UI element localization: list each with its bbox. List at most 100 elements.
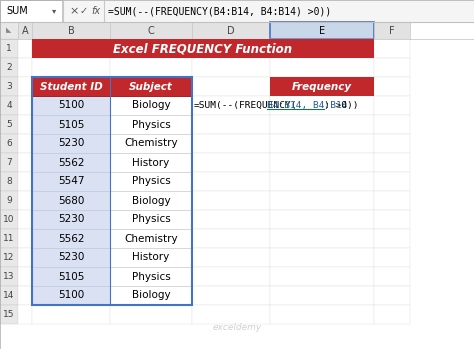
Bar [32,22,110,39]
Bar [192,267,270,286]
Bar [32,248,110,267]
Bar [32,153,110,172]
Bar [32,58,110,77]
Bar [18,153,32,172]
Text: Frequency: Frequency [292,82,352,91]
Bar [270,22,374,39]
Bar [110,248,192,267]
Text: 8: 8 [6,177,12,186]
Bar [192,210,270,229]
Bar [270,153,374,172]
Bar [270,115,374,134]
Bar [270,191,374,210]
Bar [270,229,374,248]
Bar [0,248,18,267]
Bar [270,210,374,229]
Text: =SUM(--(FREQUENCY(B4:B14, B4:B14) >0)): =SUM(--(FREQUENCY(B4:B14, B4:B14) >0)) [108,6,331,16]
Bar [374,210,410,229]
Text: Excel FREQUENCY Function: Excel FREQUENCY Function [113,42,292,55]
Bar [192,77,270,96]
Text: 15: 15 [3,310,15,319]
Bar [192,172,270,191]
Bar [110,153,192,172]
Text: E: E [319,25,325,36]
Bar [110,172,192,191]
Bar [110,39,192,58]
Bar [110,191,192,210]
Bar [18,22,32,39]
Bar [110,96,192,115]
Text: 10: 10 [3,215,15,224]
Bar [374,172,410,191]
Bar [0,96,18,115]
Bar [18,172,32,191]
Bar [192,58,270,77]
Bar [270,172,374,191]
Bar [32,267,110,286]
Bar [192,22,270,39]
Bar [0,115,18,134]
Bar [32,286,110,305]
Bar [32,305,110,324]
Bar [32,210,110,229]
Bar [32,96,110,115]
Bar [374,286,410,305]
Bar [374,22,410,39]
Bar [32,210,110,229]
Bar [110,267,192,286]
Text: 5680: 5680 [58,195,84,206]
Bar [374,39,410,58]
Bar [110,115,192,134]
Text: 12: 12 [3,253,15,262]
Bar [0,22,18,39]
Text: ×: × [69,6,78,16]
Bar [270,134,374,153]
Bar [18,115,32,134]
Bar [18,77,32,96]
Text: Chemistry: Chemistry [124,233,178,244]
Bar [110,305,192,324]
Bar [374,115,410,134]
Text: 5230: 5230 [58,139,84,149]
Bar [192,134,270,153]
Text: 2: 2 [6,63,12,72]
Bar [270,267,374,286]
Text: 4: 4 [6,101,12,110]
Bar [32,96,110,115]
Text: B: B [68,25,74,36]
Text: Biology: Biology [132,195,170,206]
Bar [110,172,192,191]
Bar [32,39,374,58]
Bar [110,267,192,286]
Text: 5562: 5562 [58,157,84,168]
Text: 1: 1 [6,44,12,53]
Bar [192,96,270,115]
Bar [374,153,410,172]
Text: ) >0)): ) >0)) [324,101,358,110]
Bar [374,191,410,210]
Bar [374,267,410,286]
Bar [32,229,110,248]
Text: exceldemy: exceldemy [212,322,262,332]
Bar [270,305,374,324]
Text: 6: 6 [6,139,12,148]
Bar [192,153,270,172]
Bar [0,39,18,58]
Bar [32,286,110,305]
Bar [18,134,32,153]
Bar [270,58,374,77]
Bar [18,248,32,267]
Bar [32,191,110,210]
Text: =SUM(--(FREQUENCY(: =SUM(--(FREQUENCY( [194,101,298,110]
Bar [32,77,192,305]
Bar [110,286,192,305]
Text: 14: 14 [3,291,15,300]
Text: Biology: Biology [132,101,170,111]
Text: 5: 5 [6,120,12,129]
Text: 7: 7 [6,158,12,167]
Text: D: D [227,25,235,36]
Text: 9: 9 [6,196,12,205]
Bar [192,115,270,134]
Bar [32,134,110,153]
Bar [110,96,192,115]
